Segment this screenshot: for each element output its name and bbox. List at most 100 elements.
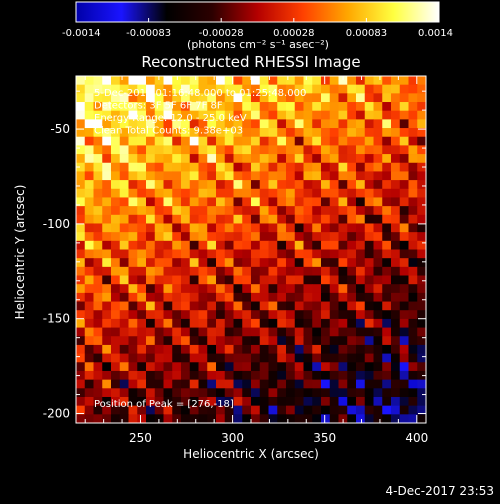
heatmap-cell [417,119,426,129]
heatmap-cell [233,249,243,259]
heatmap-cell [154,223,164,233]
heatmap-cell [399,188,409,198]
heatmap-cell [408,162,418,172]
heatmap-cell [391,102,401,112]
heatmap-cell [119,292,129,302]
heatmap-cell [137,188,147,198]
heatmap-cell [268,232,278,242]
heatmap-cell [338,188,348,198]
heatmap-cell [198,379,208,389]
heatmap-cell [172,232,182,242]
heatmap-cell [417,301,426,311]
heatmap-cell [382,396,392,407]
heatmap-cell [146,145,156,155]
heatmap-cell [93,214,103,224]
heatmap-cell [137,214,147,224]
heatmap-cell [399,344,409,355]
heatmap-cell [382,171,392,181]
heatmap-cell [303,344,313,355]
heatmap-cell [364,353,374,363]
heatmap-cell [76,379,86,389]
heatmap-cell [172,206,182,216]
heatmap-cell [399,301,409,311]
heatmap-cell [286,301,296,311]
heatmap-cell [111,223,121,233]
heatmap-cell [216,249,226,259]
heatmap-cell [303,388,313,398]
heatmap-cell [373,197,383,207]
heatmap-cell [303,318,313,328]
heatmap-cell [338,310,348,320]
heatmap-cell [382,223,392,233]
heatmap-cell [382,379,392,389]
heatmap-cell [338,76,348,86]
heatmap-cell [119,310,129,320]
heatmap-cell [356,388,366,398]
heatmap-cell [102,214,112,224]
heatmap-cell [242,188,252,198]
heatmap-cell [277,414,287,423]
heatmap-cell [277,318,287,328]
heatmap-cell [382,405,392,415]
heatmap-cell [373,414,383,423]
heatmap-cell [417,188,426,198]
heatmap-cell [181,336,191,346]
heatmap-cell [251,214,261,224]
heatmap-cell [128,223,138,233]
heatmap-cell [251,310,261,320]
heatmap-cell [373,284,383,294]
heatmap-cell [259,154,269,164]
heatmap-cell [329,223,339,233]
heatmap-cell [391,266,401,276]
heatmap-cell [277,396,287,407]
heatmap-cell [364,110,374,120]
heatmap-cell [356,249,366,259]
heatmap-cell [312,154,322,164]
heatmap-cell [338,336,348,346]
heatmap-cell [181,162,191,172]
heatmap-cell [111,310,121,320]
heatmap-cell [84,249,94,259]
heatmap-cell [391,232,401,242]
heatmap-cell [251,318,261,328]
heatmap-cell [391,405,401,415]
heatmap-cell [329,145,339,155]
colorbar-tick-label: -0.00083 [126,28,171,39]
heatmap-cell [137,353,147,363]
heatmap-cell [399,119,409,129]
heatmap-cell [373,93,383,103]
heatmap-cell [146,171,156,181]
heatmap-cell [399,396,409,407]
heatmap-cell [84,353,94,363]
heatmap-cell [76,396,86,407]
heatmap-cell [321,362,331,372]
heatmap-cell [347,240,357,250]
heatmap-cell [216,232,226,242]
heatmap-cell [137,362,147,372]
heatmap-cell [303,197,313,207]
heatmap-cell [216,310,226,320]
heatmap-cell [224,336,234,346]
heatmap-cell [382,258,392,268]
heatmap-cell [347,214,357,224]
heatmap-cell [399,93,409,103]
heatmap-cell [154,214,164,224]
heatmap-cell [181,344,191,355]
heatmap-cell [338,84,348,94]
heatmap-cell [347,76,357,86]
heatmap-cell [137,206,147,216]
heatmap-cell [286,84,296,94]
heatmap-cell [329,240,339,250]
heatmap-cell [294,284,304,294]
heatmap-cell [128,128,138,138]
heatmap-cell [303,301,313,311]
heatmap-cell [364,301,374,311]
heatmap-cell [303,396,313,407]
heatmap-cell [259,102,269,112]
heatmap-cell [207,214,217,224]
heatmap-cell [391,396,401,407]
heatmap-cell [207,353,217,363]
heatmap-cell [294,76,304,86]
heatmap-cell [154,110,164,120]
heatmap-cell [391,188,401,198]
